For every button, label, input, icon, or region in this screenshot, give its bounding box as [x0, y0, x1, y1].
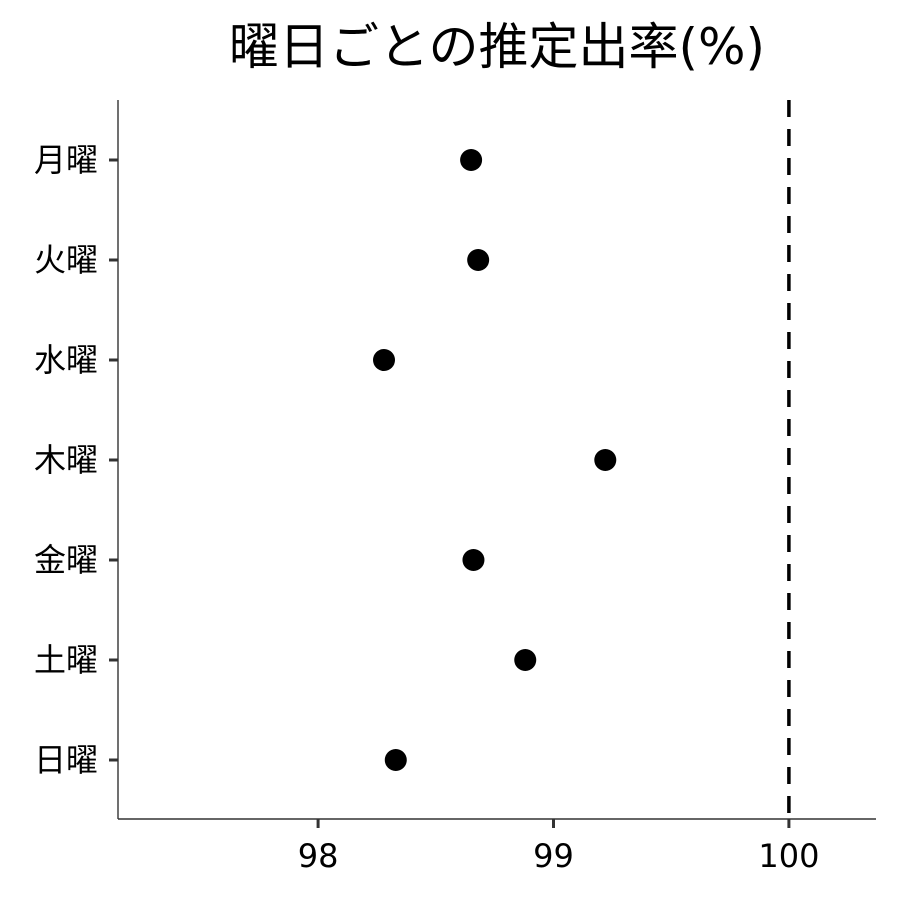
data-point [467, 249, 490, 271]
x-tick-label: 99 [533, 837, 574, 875]
y-tick-label: 月曜 [34, 141, 98, 179]
y-tick-label: 木曜 [34, 441, 98, 479]
y-tick-label: 金曜 [34, 541, 98, 579]
data-point [373, 349, 396, 371]
data-point [594, 449, 617, 471]
y-tick-label: 日曜 [34, 741, 98, 779]
data-point [462, 549, 485, 571]
x-tick-label: 98 [298, 837, 339, 875]
data-point [384, 749, 407, 771]
x-tick-label: 100 [758, 837, 819, 875]
chart-title: 曜日ごとの推定出率(%) [229, 18, 765, 76]
y-tick-label: 土曜 [34, 641, 98, 679]
y-tick-label: 水曜 [34, 341, 98, 379]
data-point [514, 649, 537, 671]
y-tick-label: 火曜 [34, 241, 98, 279]
data-point [460, 149, 483, 171]
